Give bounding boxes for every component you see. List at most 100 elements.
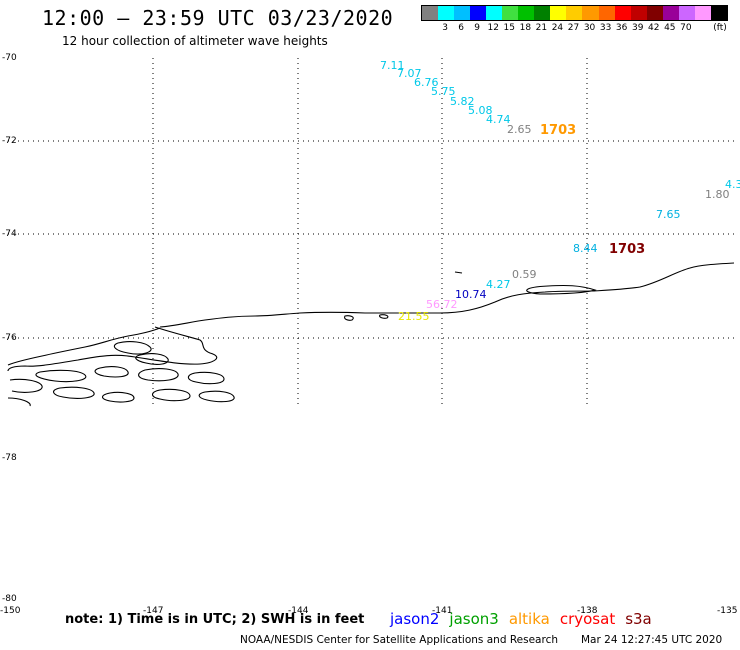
lon-label: -141 xyxy=(432,606,453,616)
color-swatch xyxy=(598,6,615,20)
wave-height-value: 56.72 xyxy=(426,298,458,311)
coastline-path xyxy=(187,371,225,385)
coastline xyxy=(7,262,735,407)
color-swatch xyxy=(518,6,535,20)
satellite-altika: altika xyxy=(508,610,550,628)
coastline-path xyxy=(159,262,735,328)
color-swatch xyxy=(646,6,663,20)
color-scale-bar xyxy=(421,5,728,21)
color-swatch xyxy=(678,6,695,20)
wave-height-value: 2.65 xyxy=(507,123,532,136)
pass-time-label: 1703 xyxy=(540,123,576,138)
coastline-path xyxy=(135,353,169,365)
color-scale-label: 24 xyxy=(551,23,564,33)
lat-label: -78 xyxy=(2,453,17,463)
wave-height-value: 5.82 xyxy=(450,95,475,108)
wave-height-value: 8.44 xyxy=(573,242,598,255)
lon-label: -150 xyxy=(0,606,21,616)
lat-label: -74 xyxy=(2,229,17,239)
wave-height-value: 0.59 xyxy=(512,268,537,281)
coastline-path xyxy=(454,271,463,274)
lat-label: -76 xyxy=(2,333,17,343)
coastline-path xyxy=(526,284,597,295)
wave-height-value: 1.80 xyxy=(705,188,730,201)
color-scale-label: 39 xyxy=(631,23,644,33)
color-scale-labels: 3 6 9 12 15 18 21 24 27 30 33 36 39 42 45 70 (ft) xyxy=(421,21,728,35)
wave-height-value: 21.55 xyxy=(398,310,430,323)
color-swatch xyxy=(710,6,727,20)
wave-height-value: 5.75 xyxy=(431,85,456,98)
color-scale-label: 33 xyxy=(599,23,612,33)
color-swatch xyxy=(438,6,455,20)
wave-height-value: 7.07 xyxy=(397,67,422,80)
satellite-cryosat: cryosat xyxy=(559,610,616,628)
wave-height-value: 4.74 xyxy=(486,113,511,126)
footer-credit: NOAA/NESDIS Center for Satellite Applica… xyxy=(240,634,558,646)
coastline-path xyxy=(94,366,129,378)
satellite-jason2: jason2 xyxy=(390,610,440,628)
wave-height-value: 6.76 xyxy=(414,76,439,89)
wave-height-values: 7.11 7.07 6.76 5.75 5.82 5.08 4.74 2.65 … xyxy=(380,59,740,323)
coastline-path xyxy=(53,386,95,399)
color-swatch xyxy=(454,6,471,20)
coastline-path xyxy=(101,391,135,403)
lat-label: -72 xyxy=(2,136,17,146)
satellite-s3a: s3a xyxy=(625,610,652,628)
units-note: note: 1) Time is in UTC; 2) SWH is in fe… xyxy=(65,612,365,627)
color-scale-legend: 3 6 9 12 15 18 21 24 27 30 33 36 39 42 45 70 (ft) xyxy=(421,5,728,35)
color-scale-label: 6 xyxy=(458,23,464,33)
color-scale-label: 9 xyxy=(474,23,481,33)
wave-height-value: 4.27 xyxy=(486,278,511,291)
wave-height-value: 7.11 xyxy=(380,59,405,72)
color-scale-label: 12 xyxy=(487,23,499,33)
pass-time-label: 1703 xyxy=(609,242,645,257)
wave-height-value: 7.65 xyxy=(656,208,681,221)
lat-label: -80 xyxy=(2,594,17,604)
color-scale-label: 30 xyxy=(583,23,596,33)
color-scale-unit: (ft) xyxy=(713,23,727,33)
satellite-legend: jason2 jason3 altika cryosat s3a xyxy=(390,610,652,628)
color-swatch xyxy=(694,6,711,20)
graticule xyxy=(8,58,734,405)
color-swatch xyxy=(662,6,679,20)
coastline-path xyxy=(9,378,43,393)
wave-height-value: 5.08 xyxy=(468,104,493,117)
color-scale-label: 18 xyxy=(519,23,532,33)
lon-label: -147 xyxy=(143,606,164,616)
color-swatch xyxy=(566,6,583,20)
coastline-path xyxy=(7,397,31,407)
color-swatch xyxy=(470,6,487,20)
lon-label: -144 xyxy=(288,606,309,616)
color-swatch xyxy=(614,6,631,20)
color-swatch xyxy=(550,6,567,20)
coastline-path xyxy=(7,326,218,372)
color-swatch xyxy=(582,6,599,20)
coastline-path xyxy=(198,390,235,403)
color-swatch xyxy=(534,6,551,20)
coastline-path xyxy=(151,388,191,402)
color-swatch xyxy=(486,6,503,20)
lat-label: -70 xyxy=(2,53,17,63)
page-title: 12:00 — 23:59 UTC 03/23/2020 xyxy=(42,6,394,30)
coastline-path xyxy=(113,341,152,355)
color-scale-label: 36 xyxy=(615,23,628,33)
color-swatch xyxy=(630,6,647,20)
color-scale-label: 3 xyxy=(442,23,448,33)
wave-height-value: 4.3 xyxy=(725,178,740,191)
color-swatch xyxy=(422,6,439,20)
wave-height-value: 10.74 xyxy=(455,288,487,301)
satellite-jason3: jason3 xyxy=(449,610,499,628)
coastline-path xyxy=(379,314,389,319)
color-scale-label: 45 xyxy=(664,23,676,33)
coastline-path xyxy=(138,368,179,382)
color-scale-label: 27 xyxy=(567,23,580,33)
color-scale-label: 15 xyxy=(503,23,516,33)
footer-timestamp: Mar 24 12:27:45 UTC 2020 xyxy=(581,634,723,646)
page-subtitle: 12 hour collection of altimeter wave hei… xyxy=(62,34,328,48)
coastline-path xyxy=(35,369,87,383)
color-scale-label: 70 xyxy=(680,23,692,33)
lon-label: -138 xyxy=(577,606,598,616)
color-scale-label: 21 xyxy=(535,23,548,33)
color-swatch xyxy=(502,6,519,20)
